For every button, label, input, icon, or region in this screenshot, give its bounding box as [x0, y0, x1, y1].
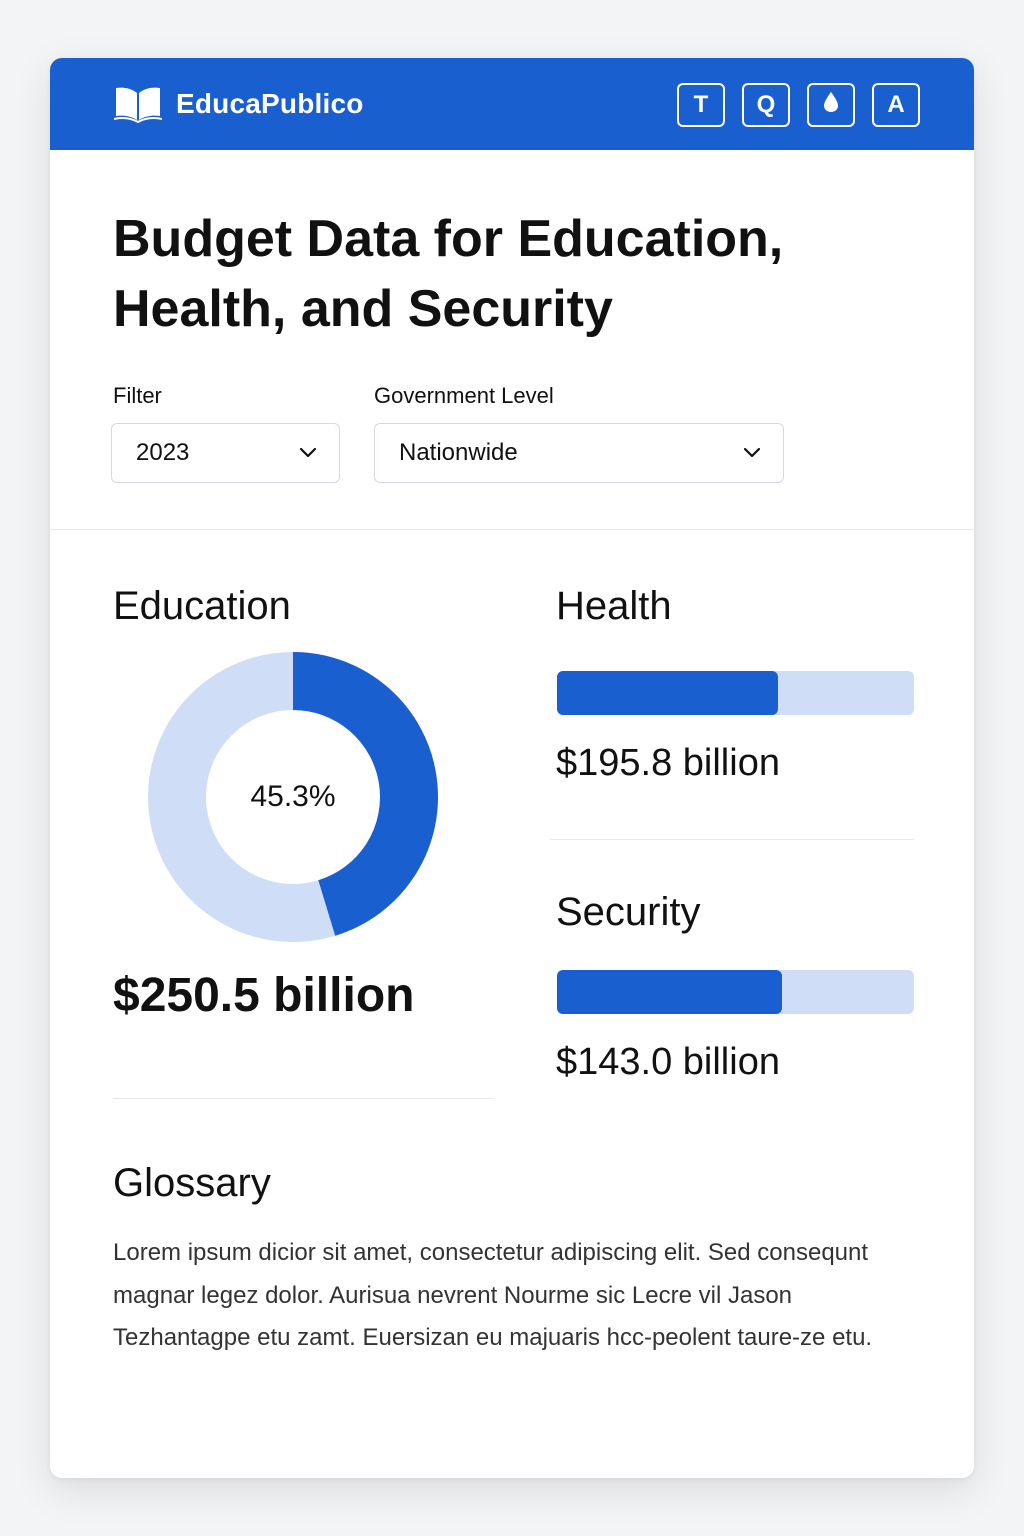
accessibility-button[interactable]: A	[872, 83, 920, 127]
accessibility-icon: A	[887, 91, 905, 118]
search-button[interactable]: Q	[742, 83, 790, 127]
donut-percent-label: 45.3%	[250, 780, 336, 813]
education-value: $250.5 billion	[113, 969, 415, 1022]
security-bar-track	[557, 970, 914, 1014]
health-bar-fill	[557, 671, 779, 715]
health-title: Health	[556, 584, 672, 628]
glossary-text: Lorem ipsum dicior sit amet, consectetur…	[113, 1239, 873, 1351]
text-size-button[interactable]: T	[677, 83, 725, 127]
education-title: Education	[113, 584, 291, 628]
government-level-select[interactable]: Nationwide	[374, 423, 784, 483]
year-filter-select[interactable]: 2023	[111, 423, 340, 483]
contrast-button[interactable]	[807, 83, 855, 127]
education-donut-chart	[148, 652, 438, 942]
brand[interactable]: EducaPublico	[114, 84, 364, 124]
section-divider	[50, 529, 974, 530]
brand-name: EducaPublico	[176, 88, 364, 119]
donut-education-share	[292, 652, 438, 936]
security-value: $143.0 billion	[556, 1041, 780, 1083]
security-bar-fill	[557, 970, 782, 1014]
chevron-down-icon	[299, 447, 317, 459]
app-header: EducaPublico T Q A	[50, 58, 974, 150]
education-divider	[113, 1098, 493, 1099]
filter-label: Filter	[113, 383, 162, 408]
chevron-down-icon	[743, 447, 761, 459]
government-level-value: Nationwide	[399, 439, 518, 466]
header-toolbar: T Q A	[677, 83, 920, 127]
security-title: Security	[556, 890, 701, 934]
government-level-label: Government Level	[374, 383, 554, 408]
health-divider	[550, 839, 914, 840]
search-icon: Q	[756, 91, 776, 118]
main-card: EducaPublico T Q A Budget Data for Educa…	[50, 58, 974, 1478]
year-filter-value: 2023	[136, 439, 190, 466]
page-title: Budget Data for Education, Health, and S…	[113, 210, 784, 338]
contrast-drop-icon	[823, 91, 839, 120]
glossary-title: Glossary	[113, 1161, 271, 1205]
text-size-icon: T	[693, 91, 709, 118]
health-value: $195.8 billion	[556, 742, 780, 784]
health-bar-track	[557, 671, 914, 715]
open-book-icon	[114, 85, 162, 123]
